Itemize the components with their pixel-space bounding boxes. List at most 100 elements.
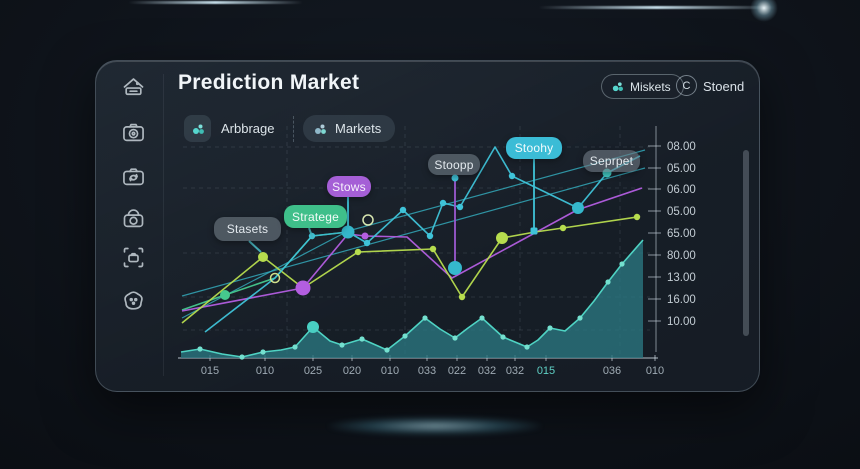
callout-pointer: [308, 227, 314, 240]
series-cyan-price: [204, 146, 641, 333]
x-tick-label: 025: [304, 365, 322, 377]
series-lime: [181, 216, 638, 324]
marker-dot: [341, 225, 355, 239]
area-series-fill: [181, 240, 643, 358]
chip-separator: [293, 116, 294, 142]
callout-stratege[interactable]: Stratege: [284, 205, 347, 228]
callout-stows[interactable]: Stows: [327, 176, 371, 197]
callout-seprpet[interactable]: Seprpet: [583, 150, 640, 172]
x-tick-label: 032: [506, 365, 524, 377]
area-point: [500, 334, 506, 340]
marker-dot: [448, 261, 462, 275]
area-point: [452, 335, 458, 341]
marker-square: [530, 227, 538, 235]
y-tick-label: 80.00: [667, 250, 696, 262]
y-tick-label: 06.00: [667, 184, 696, 196]
camera-switch-icon[interactable]: [120, 163, 147, 190]
marker-ring: [269, 272, 281, 284]
area-series-line: [180, 239, 644, 358]
arbitrage-chip[interactable]: Arbbrage: [184, 115, 274, 142]
area-point: [292, 344, 298, 350]
series-cyan-price-point: [439, 199, 447, 207]
series-cyan-price-point: [363, 239, 371, 247]
marker-dot: [361, 232, 369, 240]
vertical-scrollbar[interactable]: [743, 150, 749, 336]
area-point: [239, 354, 245, 360]
series-lime-point: [559, 224, 567, 232]
series-trend-upper: [181, 167, 646, 297]
marker-dot: [572, 202, 584, 214]
marker-ring: [362, 214, 374, 226]
x-tick-label: 020: [343, 365, 361, 377]
top-light-flare-right: [538, 6, 776, 9]
area-point: [619, 261, 625, 267]
series-cyan-price-point: [456, 203, 464, 211]
sidebar-divider: [163, 74, 164, 376]
y-tick-label: 10.00: [667, 316, 696, 328]
area-point: [402, 333, 408, 339]
area-point: [479, 315, 485, 321]
area-point: [384, 347, 390, 353]
x-tick-label: 010: [646, 365, 664, 377]
series-cyan-price-point: [399, 206, 407, 214]
marker-dot: [295, 280, 311, 296]
cluster-icon: [184, 115, 211, 142]
y-tick-label: 13.00: [667, 272, 696, 284]
miskets-button[interactable]: Miskets: [601, 74, 684, 99]
area-point: [577, 315, 583, 321]
cluster-icon: [313, 122, 327, 136]
marker-dot: [451, 174, 459, 182]
area-point: [359, 336, 365, 342]
area-point: [524, 344, 530, 350]
x-tick-label: 010: [256, 365, 274, 377]
markets-chip-label: Markets: [335, 121, 382, 136]
marker-dot: [220, 290, 230, 300]
area-point: [605, 279, 611, 285]
x-tick-label: 015: [537, 365, 555, 377]
top-light-flare-left: [128, 1, 303, 4]
callout-stoohy[interactable]: Stoohy: [506, 137, 562, 159]
status-circle-letter: C: [682, 79, 691, 92]
series-purple: [181, 187, 643, 312]
page-title: Prediction Market: [178, 71, 360, 94]
callout-stasets[interactable]: Stasets: [214, 217, 281, 241]
y-tick-label: 16.00: [667, 294, 696, 306]
series-cyan-price-point: [508, 172, 516, 180]
markets-chip[interactable]: Markets: [303, 115, 396, 142]
status-circle-button[interactable]: C: [676, 75, 697, 96]
area-point: [197, 346, 203, 352]
callout-pointer: [248, 240, 262, 253]
area-point: [422, 315, 428, 321]
camera-scan-icon[interactable]: [120, 244, 147, 271]
x-tick-label: 022: [448, 365, 466, 377]
series-lime-point: [633, 213, 641, 221]
series-cyan-price-point: [426, 232, 434, 240]
y-tick-label: 05.00: [667, 206, 696, 218]
y-tick-label: 08.00: [667, 141, 696, 153]
status-label: Stoend: [703, 79, 745, 94]
bottom-glow: [328, 417, 542, 435]
marker-dot: [258, 252, 268, 262]
series-lime-point: [354, 248, 362, 256]
series-lime-point: [429, 245, 437, 253]
area-point: [339, 342, 345, 348]
home-icon[interactable]: [120, 74, 147, 101]
series-lime-point: [458, 293, 466, 301]
marker-dot: [307, 321, 319, 333]
camera-case-icon[interactable]: [120, 205, 147, 232]
x-tick-label: 010: [381, 365, 399, 377]
dots-cluster-icon[interactable]: [120, 287, 147, 314]
miskets-label: Miskets: [630, 79, 671, 94]
callout-stoopp[interactable]: Stoopp: [428, 154, 480, 175]
camera-icon[interactable]: [120, 119, 147, 146]
marker-dot: [496, 232, 508, 244]
x-tick-label: 033: [418, 365, 436, 377]
x-tick-label: 036: [603, 365, 621, 377]
area-point: [260, 349, 266, 355]
x-tick-label: 015: [201, 365, 219, 377]
y-tick-label: 65.00: [667, 228, 696, 240]
y-tick-label: 05.00: [667, 163, 696, 175]
cluster-icon: [611, 80, 624, 93]
